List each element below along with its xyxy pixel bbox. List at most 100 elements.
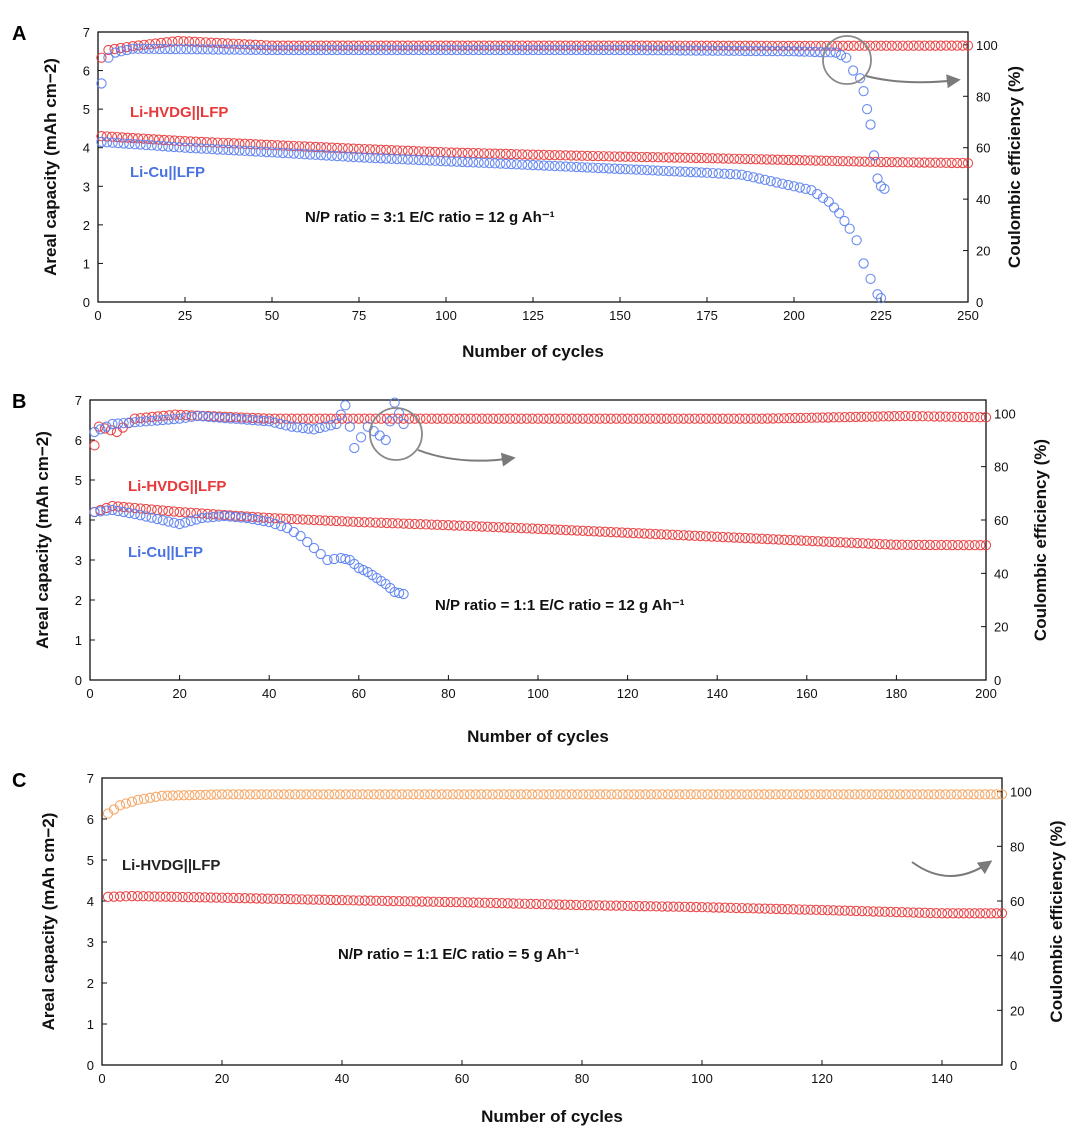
data-point bbox=[764, 789, 776, 800]
data-point bbox=[669, 45, 680, 56]
data-point bbox=[167, 790, 179, 801]
data-point bbox=[416, 896, 428, 907]
data-point bbox=[340, 789, 351, 800]
data-point bbox=[140, 139, 152, 151]
data-point bbox=[511, 149, 522, 160]
data-point bbox=[855, 789, 866, 800]
data-point bbox=[527, 149, 539, 160]
data-point bbox=[696, 152, 707, 164]
data-point bbox=[422, 896, 433, 907]
data-point bbox=[245, 138, 256, 150]
data-point bbox=[859, 156, 870, 167]
data-point bbox=[159, 43, 171, 55]
data-point bbox=[651, 901, 662, 912]
y-right-tick-label: 20 bbox=[976, 244, 990, 259]
data-point bbox=[342, 44, 354, 56]
data-point bbox=[647, 152, 658, 163]
data-point bbox=[587, 162, 598, 173]
data-point bbox=[636, 45, 647, 56]
data-point bbox=[189, 36, 200, 47]
data-point bbox=[314, 515, 325, 526]
data-point bbox=[175, 44, 187, 55]
x-axis-label: Number of cycles bbox=[467, 727, 609, 746]
data-point bbox=[544, 524, 555, 535]
x-tick-label: 0 bbox=[94, 308, 101, 323]
data-point bbox=[376, 895, 388, 907]
data-point bbox=[826, 155, 838, 167]
data-point bbox=[861, 103, 873, 115]
data-point bbox=[668, 789, 679, 800]
data-point bbox=[370, 152, 381, 164]
data-point bbox=[854, 40, 865, 51]
data-point bbox=[572, 413, 583, 424]
x-tick-label: 200 bbox=[975, 686, 997, 701]
data-point bbox=[96, 130, 107, 142]
data-point bbox=[326, 142, 337, 153]
data-point bbox=[941, 40, 952, 51]
data-point bbox=[426, 519, 437, 530]
data-point bbox=[790, 535, 801, 546]
data-point bbox=[706, 531, 717, 542]
data-point bbox=[275, 418, 286, 430]
data-point bbox=[768, 534, 779, 545]
data-point bbox=[192, 410, 203, 422]
data-point bbox=[484, 44, 495, 56]
data-point bbox=[636, 164, 647, 176]
data-point bbox=[382, 895, 393, 907]
data-point bbox=[725, 902, 736, 913]
data-point bbox=[439, 896, 451, 908]
data-point bbox=[789, 412, 801, 424]
data-point bbox=[239, 138, 250, 149]
data-point bbox=[872, 289, 883, 300]
data-point bbox=[213, 44, 224, 55]
data-point bbox=[658, 152, 669, 163]
y-right-tick-label: 20 bbox=[1010, 1003, 1024, 1018]
data-point bbox=[731, 902, 742, 914]
data-point bbox=[295, 789, 306, 800]
data-point bbox=[669, 166, 680, 177]
y-right-tick-label: 80 bbox=[976, 89, 990, 104]
data-point bbox=[594, 789, 606, 800]
data-point bbox=[256, 44, 267, 56]
data-point bbox=[487, 789, 498, 800]
data-point bbox=[233, 892, 245, 904]
data-point bbox=[325, 413, 336, 424]
data-point bbox=[462, 147, 473, 159]
data-point bbox=[751, 413, 762, 424]
data-point bbox=[753, 903, 765, 914]
data-point bbox=[867, 411, 878, 422]
data-point bbox=[303, 413, 314, 424]
data-point bbox=[95, 424, 106, 435]
data-point bbox=[834, 208, 845, 219]
data-point bbox=[101, 137, 113, 148]
data-point bbox=[381, 44, 392, 56]
data-point bbox=[553, 899, 565, 910]
data-point bbox=[634, 789, 645, 800]
data-point bbox=[600, 413, 611, 424]
data-point bbox=[751, 533, 762, 544]
data-point bbox=[701, 167, 713, 178]
data-point bbox=[315, 44, 327, 56]
data-point bbox=[964, 539, 975, 551]
data-point bbox=[191, 44, 203, 55]
data-point bbox=[473, 44, 484, 56]
data-point bbox=[854, 73, 866, 84]
data-point bbox=[754, 173, 765, 184]
data-point bbox=[320, 421, 331, 432]
data-point bbox=[594, 526, 605, 537]
data-point bbox=[913, 539, 924, 551]
data-point bbox=[468, 44, 479, 56]
data-point bbox=[889, 789, 900, 800]
data-point bbox=[605, 900, 616, 911]
data-point bbox=[696, 45, 707, 56]
data-point bbox=[963, 411, 974, 423]
data-point bbox=[364, 152, 376, 163]
data-point bbox=[781, 789, 793, 800]
data-point bbox=[521, 789, 532, 800]
y-right-tick-label: 80 bbox=[994, 460, 1008, 475]
data-point bbox=[661, 529, 672, 540]
data-point bbox=[684, 530, 695, 541]
data-point bbox=[174, 413, 185, 424]
data-point bbox=[805, 155, 816, 166]
